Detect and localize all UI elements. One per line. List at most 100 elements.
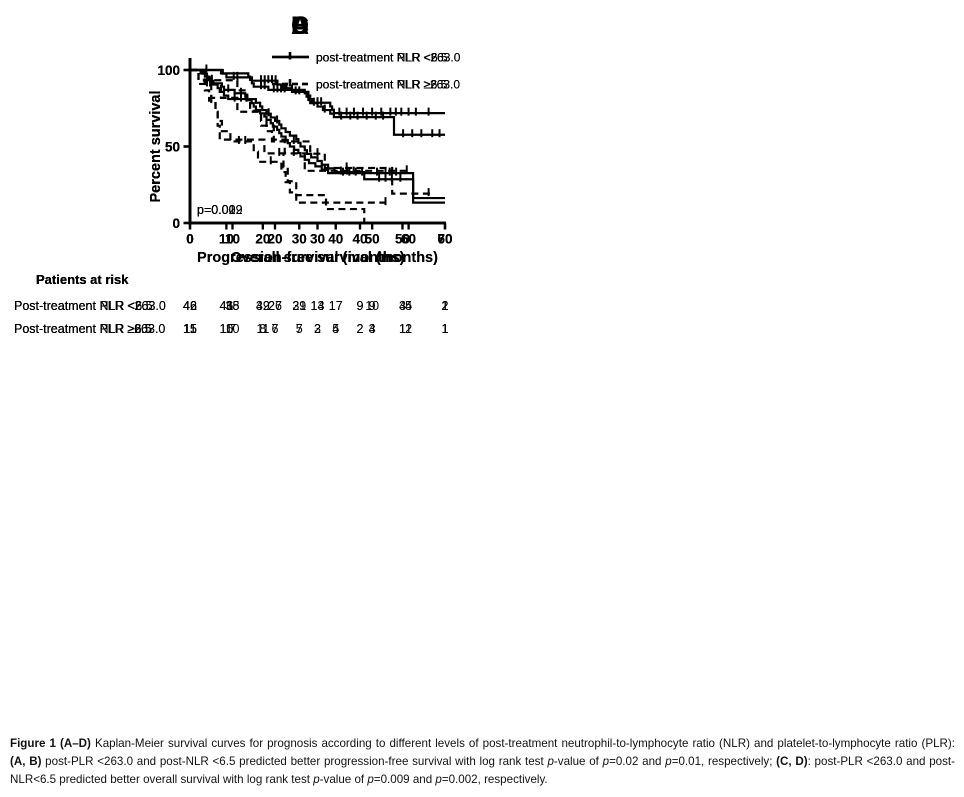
legend-label: post-treatment PLR ≥263.0 <box>316 77 460 91</box>
risk-count: 41 <box>219 299 234 313</box>
y-axis-title: Percent survival <box>148 90 164 202</box>
risk-count: 15 <box>219 322 234 336</box>
p-value-label: p=0.009 <box>197 203 243 217</box>
risk-count: 42 <box>183 299 197 313</box>
km-curve-dashed <box>190 68 431 195</box>
x-tick-label: 0 <box>186 232 194 247</box>
x-tick-label: 30 <box>310 232 325 247</box>
caption-text-segment: =0.002, respectively. <box>441 772 548 786</box>
risk-table-D: Patients at risk Post-treatment NLR <6.5 4… <box>0 0 482 336</box>
y-axis-title: Percent survival <box>148 90 164 202</box>
risk-table-C: Patients at risk Post-treatment PLR <263.… <box>0 0 482 336</box>
y-tick-label: 0 <box>172 216 180 231</box>
caption-bold-segment: Figure 1 <box>10 737 56 750</box>
risk-count: 1 <box>441 299 449 313</box>
caption-text-segment: =0.009 and <box>373 772 436 786</box>
y-tick-label: 50 <box>165 139 180 154</box>
x-tick-label: 0 <box>186 232 194 247</box>
x-tick-label: 20 <box>255 232 270 247</box>
risk-count: 11 <box>256 322 270 336</box>
x-tick-label: 10 <box>225 232 240 247</box>
risk-count: 13 <box>310 299 325 313</box>
x-tick-label: 20 <box>255 232 270 247</box>
p-value-label: p=0.002 <box>197 203 243 217</box>
x-axis-title: Progression-free survival (months) <box>197 250 438 266</box>
risk-count: 10 <box>225 322 240 336</box>
risk-count: 6 <box>271 322 279 336</box>
legend-label: post-treatment PLR <263.0 <box>316 50 461 64</box>
risk-count: 8 <box>259 322 267 336</box>
panel-d-os-nlr: D 0 50 100 0 10 20 30 40 50 60 70 Percent survival Ov… <box>0 0 482 362</box>
x-tick-label: 20 <box>267 232 282 247</box>
x-tick-label: 60 <box>437 232 452 247</box>
x-tick-label: 70 <box>437 232 452 247</box>
risk-count: 10 <box>219 322 234 336</box>
risk-row-label: Post-treatment PLR <263.0 <box>14 299 166 313</box>
caption-bold-segment: (A–D) <box>55 737 95 750</box>
panel-title-D: D <box>291 12 309 40</box>
x-tick-label: 40 <box>352 232 367 247</box>
risk-row-label: Post-treatment PLR ≥263.0 <box>14 322 166 336</box>
risk-count: 5 <box>405 299 413 313</box>
km-curve-solid <box>190 68 445 200</box>
legend-label: post-treatment NLR <6.5 <box>316 50 448 64</box>
legend-label: post-treatment NLR ≥6.5 <box>316 77 448 91</box>
risk-count: 15 <box>183 322 197 336</box>
risk-count: 39 <box>255 299 270 313</box>
risk-row-label: Post-treatment PLR ≥6.5 <box>14 322 152 336</box>
km-curve-dashed <box>190 68 366 223</box>
x-tick-label: 40 <box>352 232 367 247</box>
caption-italic-segment: p <box>313 772 320 786</box>
risk-count: 10 <box>365 299 380 313</box>
caption-text-segment: -value of <box>553 754 603 768</box>
x-tick-label: 30 <box>292 232 307 247</box>
risk-count: 5 <box>295 322 303 336</box>
risk-row-label: Post-treatment NLR ≥6.5 <box>14 322 153 336</box>
risk-count: 27 <box>268 299 282 313</box>
risk-count: 9 <box>356 299 364 313</box>
risk-count: 5 <box>332 322 340 336</box>
km-curve-dashed <box>190 68 390 204</box>
risk-count: 46 <box>183 299 197 313</box>
risk-count: 1 <box>405 322 413 336</box>
risk-count: 3 <box>399 299 406 313</box>
x-tick-label: 30 <box>310 232 325 247</box>
risk-count: 2 <box>356 322 364 336</box>
risk-count: 17 <box>328 299 343 313</box>
risk-count: 46 <box>219 299 234 313</box>
x-tick-label: 20 <box>267 232 282 247</box>
risk-count: 46 <box>183 299 197 313</box>
legend-label: post-treatment PLR ≥263.0 <box>316 77 460 91</box>
risk-count: 4 <box>405 299 413 313</box>
x-axis-title: Overall survival (months) <box>230 250 404 266</box>
caption-italic-segment: p <box>435 772 442 786</box>
y-tick-label: 100 <box>157 63 180 78</box>
x-axis-title: Progression-free survival (months) <box>197 250 438 266</box>
y-axis-title: Percent survival <box>148 90 164 202</box>
x-tick-label: 50 <box>365 232 380 247</box>
caption-italic-segment: p <box>547 754 554 768</box>
x-tick-label: 10 <box>219 232 234 247</box>
y-tick-label: 50 <box>165 139 180 154</box>
y-tick-label: 50 <box>165 139 180 154</box>
risk-table-B: Patients at risk Post-treatment NLR <6.5 4… <box>0 0 482 336</box>
caption-text-segment: -value of <box>319 772 368 786</box>
risk-count: 9 <box>368 299 376 313</box>
risk-count: 31 <box>292 299 307 313</box>
risk-count: 2 <box>356 322 364 336</box>
x-tick-label: 60 <box>401 232 416 247</box>
km-curve-solid <box>190 68 445 204</box>
y-tick-label: 0 <box>172 216 180 231</box>
risk-count: 2 <box>441 299 449 313</box>
x-tick-label: 50 <box>395 232 410 247</box>
y-tick-label: 100 <box>157 63 180 78</box>
caption-text-segment: : post-PLR <263.0 and post-NLR<6.5 predi… <box>10 754 955 786</box>
caption-italic-segment: p <box>665 754 672 768</box>
risk-count: 2 <box>405 322 413 336</box>
risk-count: 2 <box>314 322 321 336</box>
panel-title-C: C <box>291 12 309 40</box>
risk-table-title: Patients at risk <box>36 272 129 287</box>
risk-count: 42 <box>255 299 270 313</box>
